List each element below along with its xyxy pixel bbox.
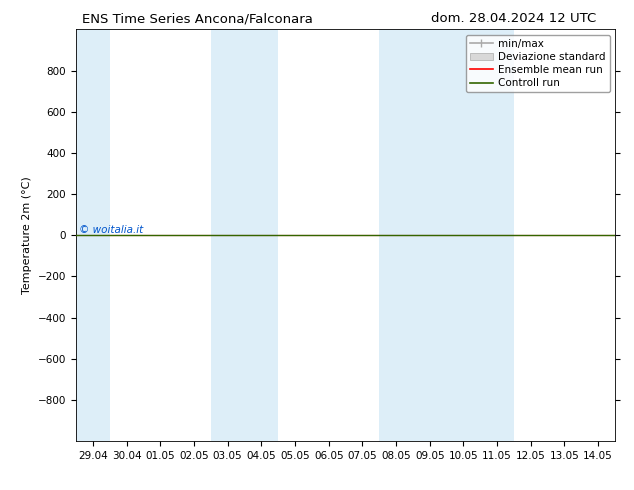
- Bar: [379, 29, 446, 441]
- Text: dom. 28.04.2024 12 UTC: dom. 28.04.2024 12 UTC: [431, 12, 597, 25]
- Text: ENS Time Series Ancona/Falconara: ENS Time Series Ancona/Falconara: [82, 12, 313, 25]
- Text: © woitalia.it: © woitalia.it: [79, 225, 143, 235]
- Bar: [446, 29, 514, 441]
- Bar: [76, 29, 110, 441]
- Bar: [210, 29, 278, 441]
- Y-axis label: Temperature 2m (°C): Temperature 2m (°C): [22, 176, 32, 294]
- Legend: min/max, Deviazione standard, Ensemble mean run, Controll run: min/max, Deviazione standard, Ensemble m…: [466, 35, 610, 92]
